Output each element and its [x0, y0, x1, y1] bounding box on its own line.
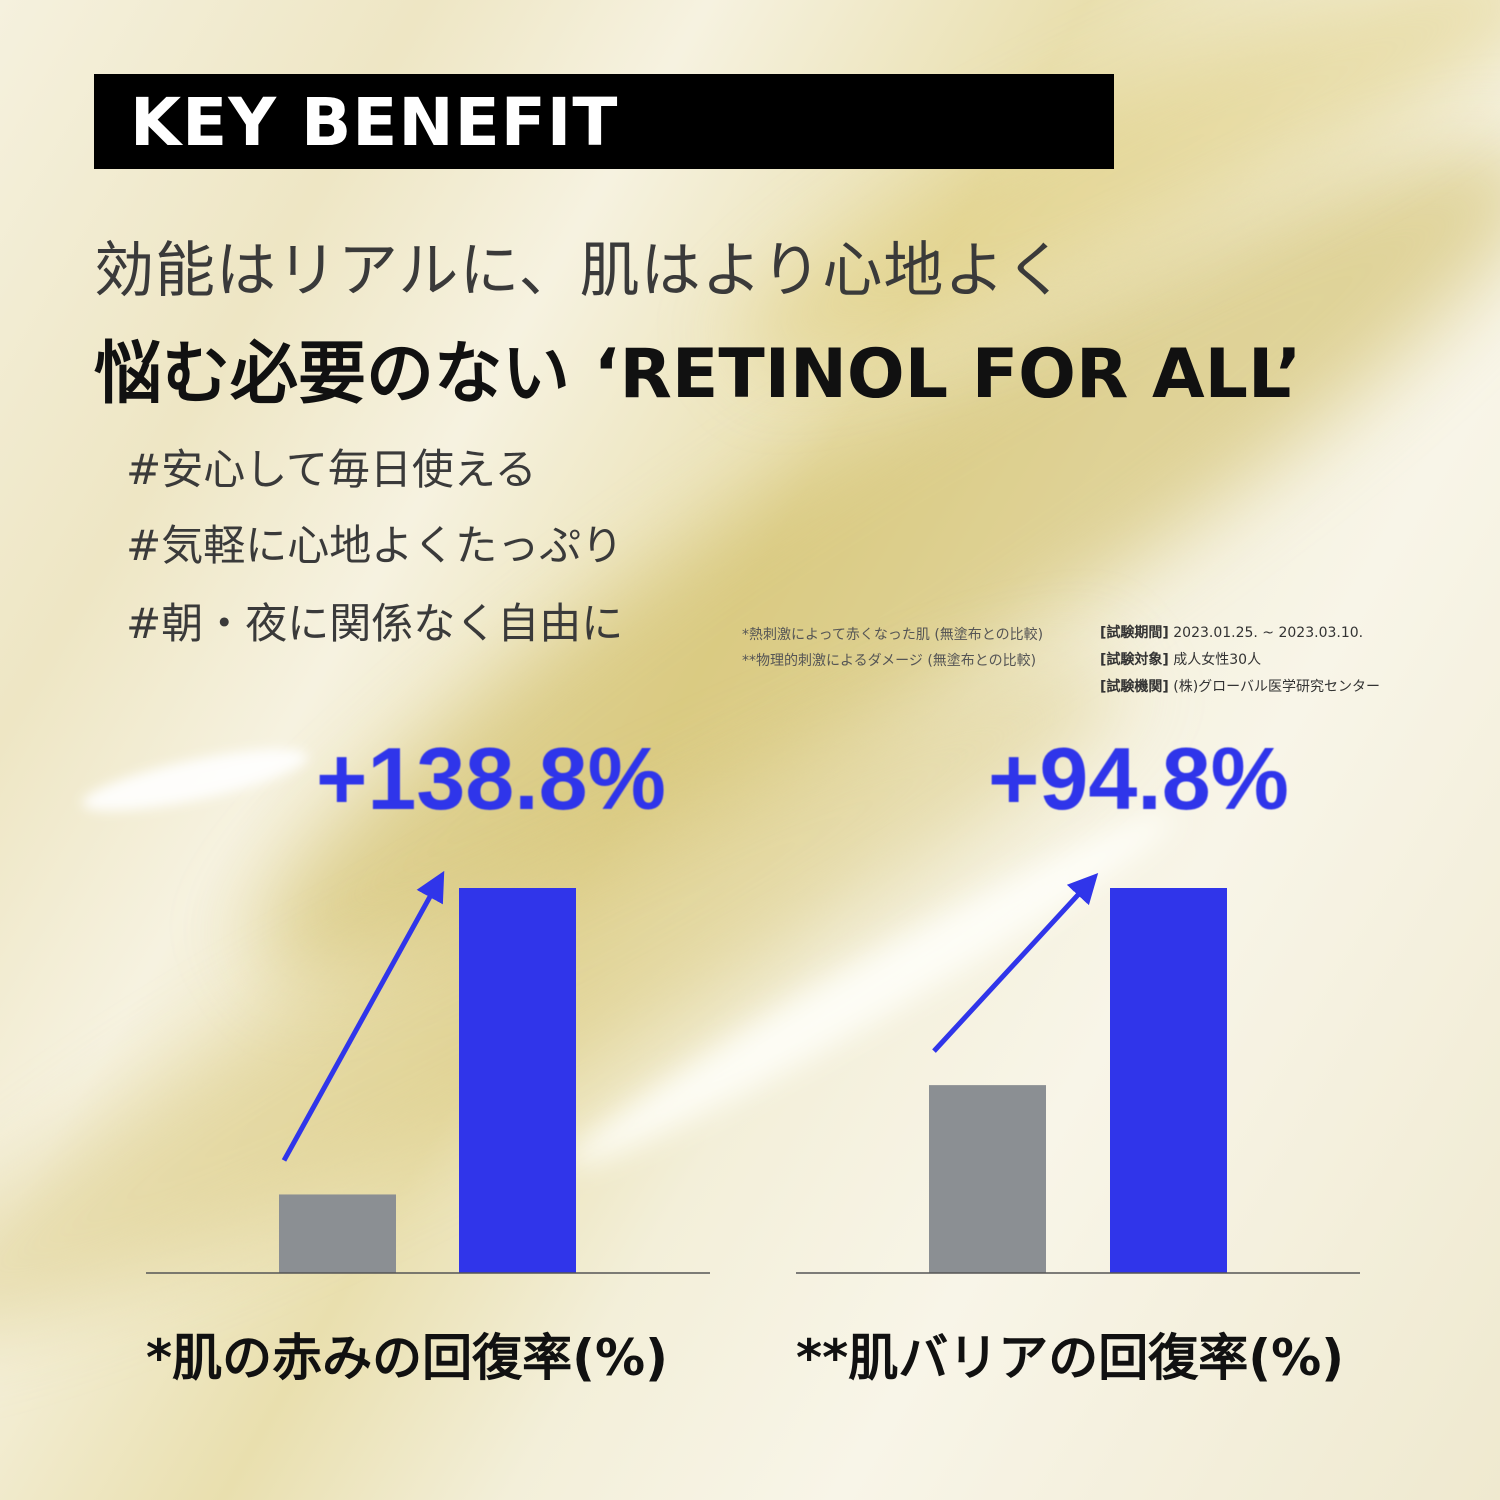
key-benefit-badge: KEY BENEFIT: [94, 74, 1114, 169]
test-subjects-label: [試験対象]: [1100, 652, 1169, 668]
hashtag-1: #安心して毎日使える: [126, 445, 537, 494]
headline-line-2: 悩む必要のない ‘RETINOL FOR ALL’: [94, 335, 1302, 414]
chart-2-bar-before: [929, 1085, 1046, 1273]
test-institution-label: [試験機関]: [1100, 679, 1169, 695]
headline-line-1: 効能はリアルに、肌はより心地よく: [94, 236, 1067, 306]
test-subjects-value: 成人女性30人: [1173, 652, 1262, 668]
chart-1-bar-after: [459, 888, 576, 1273]
test-subjects: [試験対象] 成人女性30人: [1100, 647, 1380, 674]
test-institution: [試験機関] (株)グローバル医学研究センター: [1100, 674, 1380, 701]
chart-1-bar-before: [279, 1194, 396, 1273]
chart-2-title: **肌バリアの回復率(%): [796, 1329, 1345, 1387]
hashtag-2: #気軽に心地よくたっぷり: [126, 521, 624, 570]
footnote-2: **物理的刺激によるダメージ (無塗布との比較): [742, 653, 1037, 669]
test-institution-value: (株)グローバル医学研究センター: [1173, 679, 1381, 695]
hashtag-3: #朝・夜に関係なく自由に: [126, 599, 624, 648]
footnotes: *熱刺激によって赤くなった肌 (無塗布との比較) **物理的刺激によるダメージ …: [742, 622, 1043, 674]
chart-1-trend-arrow: [281, 870, 445, 1162]
badge-label: KEY BENEFIT: [130, 84, 619, 161]
chart-1-annotation: +138.8%: [316, 729, 666, 828]
chart-2-bar-after: [1110, 888, 1227, 1273]
test-info: [試験期間] 2023.01.25. ~ 2023.03.10. [試験対象] …: [1100, 620, 1380, 701]
chart-1-title: *肌の赤みの回復率(%): [146, 1329, 668, 1387]
chart-2-annotation: +94.8%: [988, 729, 1289, 828]
test-period-value: 2023.01.25. ~ 2023.03.10.: [1173, 625, 1364, 641]
chart-2-trend-arrow: [932, 872, 1099, 1053]
test-period-label: [試験期間]: [1100, 625, 1169, 641]
footnote-1: *熱刺激によって赤くなった肌 (無塗布との比較): [742, 627, 1044, 643]
test-period: [試験期間] 2023.01.25. ~ 2023.03.10.: [1100, 620, 1380, 647]
